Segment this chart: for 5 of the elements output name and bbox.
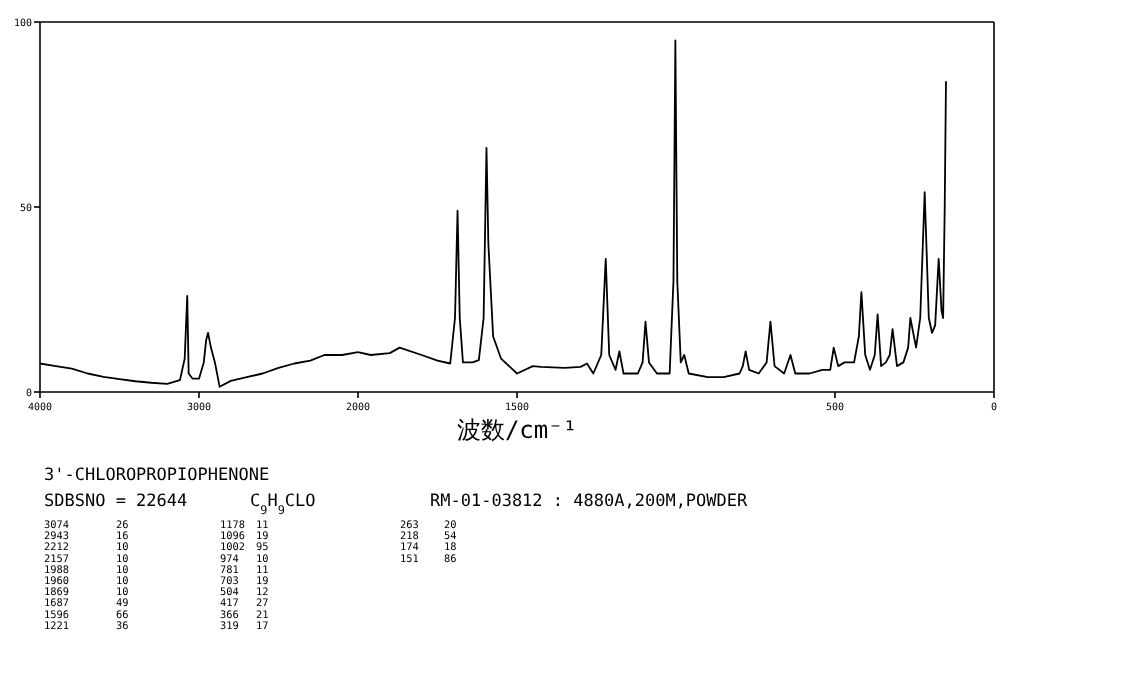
title: 3'-CHLOROPROPIOPHENONE [44, 466, 270, 486]
annotation: RM-01-03812 : 4880A,200M,POWDER [430, 492, 748, 512]
annotation: SDBSNO = 22644 [44, 492, 188, 512]
annotation: C$_{9}$H$_{9}$CLO [250, 492, 316, 517]
xlabel: 波数/cm⁻¹ [456, 416, 578, 444]
